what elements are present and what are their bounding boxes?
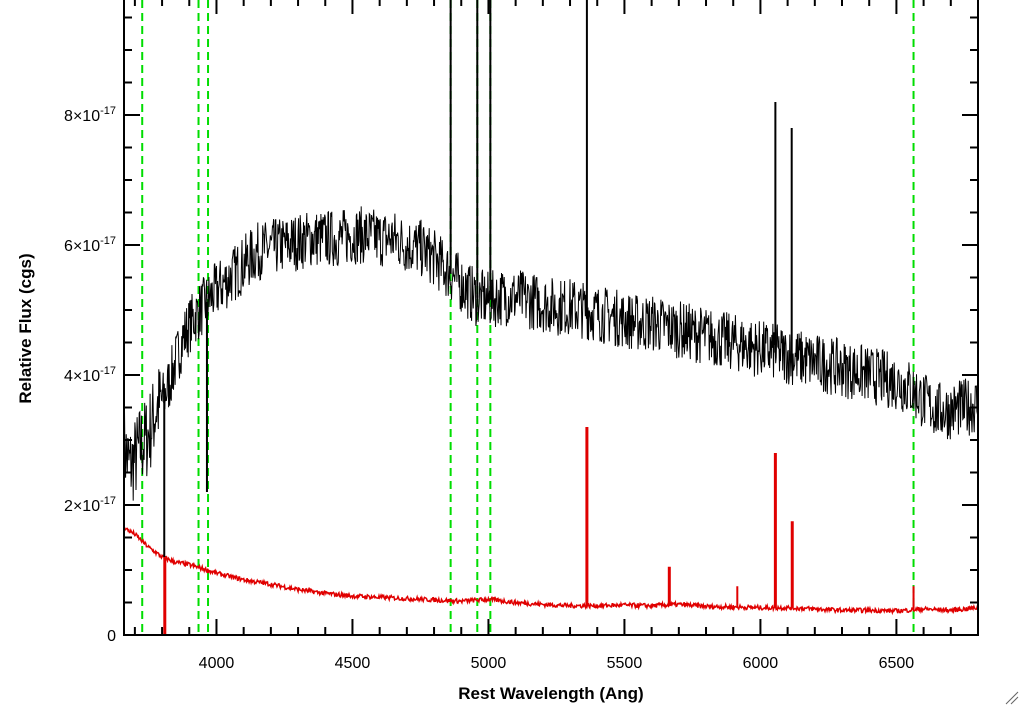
series-layer [124, 206, 978, 616]
series-line-0 [124, 206, 978, 501]
x-tick-label: 4000 [199, 655, 235, 672]
y-tick-label: 2×10-17 [64, 495, 116, 515]
y-axis-ticks: 0 2×10-17 4×10-17 6×10-17 8×10-17 [64, 16, 978, 645]
y-tick-label: 6×10-17 [64, 235, 116, 255]
x-axis-title: Rest Wavelength (Ang) [458, 684, 643, 703]
series-line-1 [124, 527, 978, 616]
y-axis-title: Relative Flux (cgs) [16, 253, 35, 403]
x-tick-label: 4500 [335, 655, 371, 672]
reference-lines [141, 0, 915, 635]
x-axis-ticks: 4000 4500 5000 5500 6000 6500 [133, 0, 979, 672]
resize-grip-icon[interactable] [1005, 691, 1019, 705]
x-tick-label: 5000 [471, 655, 507, 672]
y-tick-label: 0 [107, 628, 116, 645]
plot-frame [123, 0, 979, 636]
x-tick-label: 5500 [607, 655, 643, 672]
x-tick-label: 6500 [879, 655, 915, 672]
emission-spikes [163, 0, 915, 635]
y-tick-label: 4×10-17 [64, 365, 116, 385]
x-tick-label: 6000 [743, 655, 779, 672]
y-tick-label: 8×10-17 [64, 105, 116, 125]
